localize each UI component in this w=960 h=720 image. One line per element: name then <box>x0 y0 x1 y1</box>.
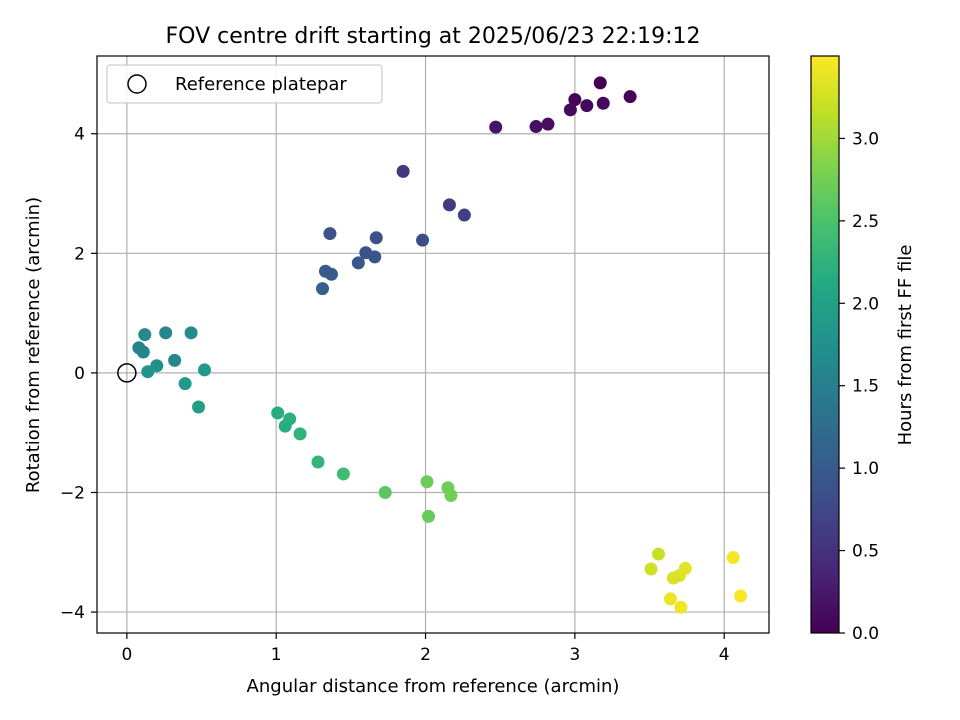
data-point <box>663 592 677 606</box>
plot-frame <box>96 55 770 634</box>
data-point <box>444 488 458 502</box>
colorbar-tick-label: 2.0 <box>852 294 879 314</box>
data-point <box>644 562 658 576</box>
data-point <box>168 353 182 367</box>
data-point <box>271 406 285 420</box>
colorbar-tick-label: 3.0 <box>852 129 879 149</box>
chart-title: FOV centre drift starting at 2025/06/23 … <box>166 24 701 49</box>
x-tick-label: 3 <box>569 645 580 665</box>
data-point <box>192 400 206 414</box>
data-point <box>568 93 582 107</box>
data-point <box>541 117 555 131</box>
data-point <box>323 227 337 241</box>
y-tick-label: −4 <box>60 603 85 623</box>
data-point <box>315 282 329 296</box>
y-axis-ticks: −4 −2 0 2 4 <box>60 125 97 623</box>
y-axis-label: Rotation from reference (arcmin) <box>23 197 44 493</box>
x-tick-label: 4 <box>719 645 730 665</box>
data-point <box>184 326 198 340</box>
data-point <box>369 231 383 245</box>
data-point <box>351 256 365 270</box>
colorbar-ticks: 0.0 0.5 1.0 1.5 2.0 2.5 3.0 <box>839 129 879 644</box>
y-tick-label: 2 <box>74 244 85 264</box>
data-point <box>651 547 665 561</box>
x-tick-label: 2 <box>420 645 431 665</box>
data-point <box>596 96 610 110</box>
colorbar <box>810 55 840 634</box>
data-points <box>132 76 748 614</box>
data-point <box>336 467 350 481</box>
data-point <box>311 455 325 469</box>
x-axis-label: Angular distance from reference (arcmin) <box>247 676 620 697</box>
data-point <box>159 326 173 340</box>
data-point <box>198 363 212 377</box>
x-tick-label: 1 <box>271 645 282 665</box>
x-tick-label: 0 <box>121 645 132 665</box>
data-point <box>563 103 577 117</box>
data-point <box>138 328 152 342</box>
data-point <box>623 90 637 104</box>
data-point <box>529 120 543 134</box>
data-point <box>368 250 382 264</box>
data-point <box>734 589 748 603</box>
legend: Reference platepar <box>106 64 383 104</box>
data-point <box>293 427 307 441</box>
data-point <box>141 365 155 379</box>
data-point <box>396 164 410 178</box>
data-point <box>136 345 150 359</box>
colorbar-tick-label: 2.5 <box>852 212 879 232</box>
colorbar-tick-label: 0.0 <box>852 624 879 644</box>
colorbar-tick-label: 1.0 <box>852 459 879 479</box>
data-point <box>489 120 503 134</box>
data-point <box>420 475 434 489</box>
data-point <box>593 76 607 90</box>
data-point <box>674 600 688 614</box>
data-point <box>580 99 594 113</box>
colorbar-label: Hours from first FF file <box>895 245 916 446</box>
data-point <box>378 485 392 499</box>
y-tick-label: −2 <box>60 483 85 503</box>
legend-marker-icon <box>127 74 147 94</box>
data-point <box>666 571 680 585</box>
data-point <box>324 267 338 281</box>
legend-box <box>106 64 383 104</box>
x-axis-ticks: 0 1 2 3 4 <box>121 633 730 665</box>
legend-entry-reference: Reference platepar <box>175 74 347 95</box>
grid-lines <box>97 56 769 633</box>
y-tick-label: 4 <box>74 125 85 145</box>
y-tick-label: 0 <box>74 364 85 384</box>
data-point <box>422 509 436 523</box>
data-point <box>416 233 430 247</box>
reference-platepar-marker <box>117 363 137 383</box>
colorbar-tick-label: 1.5 <box>852 377 879 397</box>
data-point <box>442 198 456 212</box>
colorbar-tick-label: 0.5 <box>852 542 879 562</box>
data-point <box>178 377 192 391</box>
data-point <box>278 419 292 433</box>
data-point <box>457 208 471 222</box>
data-point <box>726 551 740 565</box>
